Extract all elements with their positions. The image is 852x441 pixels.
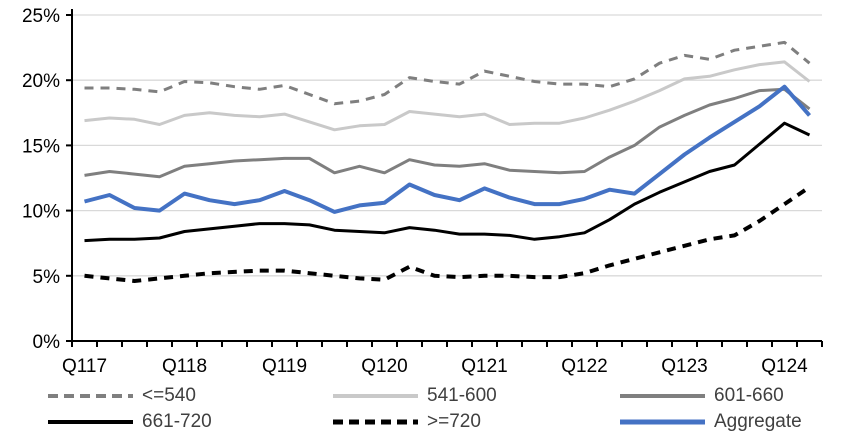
legend-line-sample [333,419,418,425]
legend-label: <=540 [142,385,196,406]
x-tick-label: Q117 [62,356,107,377]
y-axis-labels: 0% 5% 10% 15% 20% 25% [22,6,60,353]
x-tick-label: Q123 [661,356,707,377]
legend-line-sample [620,419,705,425]
x-tick-label: Q121 [461,356,507,377]
series-line-<=540 [84,40,811,106]
y-tick-label: 15% [22,136,60,157]
legend-label: Aggregate [714,411,802,432]
series-line->=720 [84,185,811,283]
legend-label: >=720 [427,411,481,432]
series-line-541-600 [84,60,811,132]
legend-line-sample [48,394,133,398]
x-axis-labels: Q117 Q118 Q119 Q120 Q121 Q122 Q123 Q124 [62,356,808,377]
legend-item-601-660: 601-660 [620,384,784,408]
series-line-Aggregate [83,84,812,214]
x-tick-label: Q124 [761,356,808,377]
line-chart: 0% 5% 10% 15% 20% 25% Q117 Q118 Q119 Q120 Q121 Q12… [22,6,823,377]
legend-item-aggregate: Aggregate [620,410,802,434]
series-lines [83,40,812,283]
x-tick-label: Q118 [162,356,207,377]
y-tick-label: 0% [33,332,61,353]
y-tick-label: 25% [22,6,60,27]
legend-line-sample [333,394,418,398]
series-line-601-660 [84,87,811,179]
legend-label: 661-720 [142,411,212,432]
axes [66,9,823,347]
x-tick-label: Q122 [561,356,607,377]
gridlines [72,14,822,277]
legend-label: 541-600 [427,385,497,406]
y-tick-label: 10% [22,202,60,223]
legend-item-661-720: 661-720 [48,410,212,434]
y-tick-label: 5% [33,267,61,288]
series-line-661-720 [84,121,811,243]
legend-line-sample [620,394,705,398]
legend-item-lte540: <=540 [48,384,196,408]
legend-label: 601-660 [714,385,784,406]
x-tick-label: Q120 [361,356,407,377]
legend-line-sample [48,420,133,424]
legend-item-541-600: 541-600 [333,384,497,408]
y-tick-label: 20% [22,71,60,92]
legend-item-gte720: >=720 [333,410,481,434]
x-tick-label: Q119 [262,356,307,377]
